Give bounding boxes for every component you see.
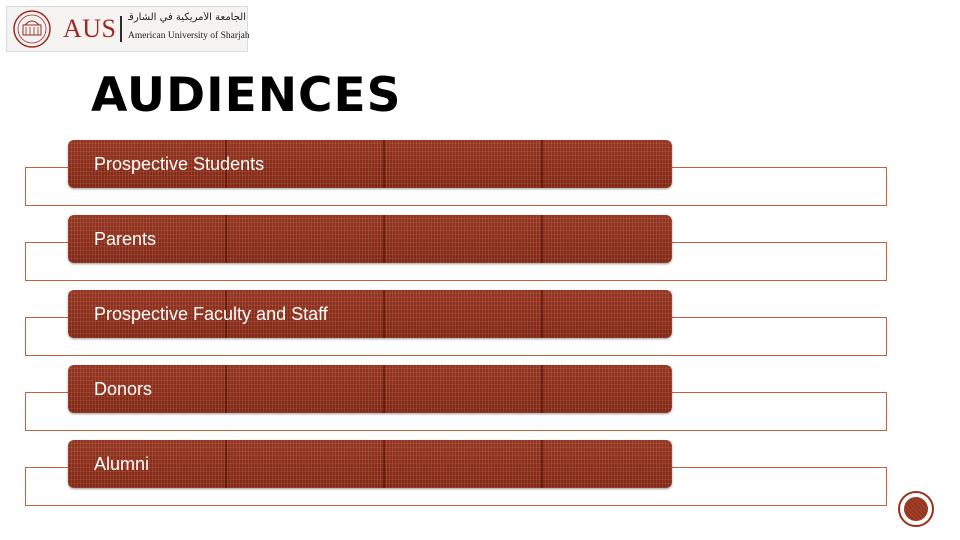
bar-divider xyxy=(541,440,543,488)
bar-divider xyxy=(225,440,227,488)
bar-divider xyxy=(225,140,227,188)
bar-divider xyxy=(541,290,543,338)
logo-divider xyxy=(120,16,122,42)
slide-number-badge xyxy=(898,491,934,527)
logo-abbreviation: AUS xyxy=(63,14,117,43)
bar-divider xyxy=(383,290,385,338)
aus-logo: AUS الجامعة الأمريكية في الشارقة America… xyxy=(6,6,250,52)
logo-arabic-name: الجامعة الأمريكية في الشارقة xyxy=(128,12,246,23)
audience-item: Prospective Faculty and Staff xyxy=(68,290,672,338)
bar-divider xyxy=(225,290,227,338)
bar-divider xyxy=(225,365,227,413)
bar-divider xyxy=(383,365,385,413)
slide-title: AUDIENCES xyxy=(91,68,402,123)
audience-label: Alumni xyxy=(94,454,150,474)
audience-item: Parents xyxy=(68,215,672,263)
bar-divider xyxy=(383,440,385,488)
logo-english-name: American University of Sharjah xyxy=(128,31,250,41)
bar-divider xyxy=(383,140,385,188)
audience-item: Donors xyxy=(68,365,672,413)
audience-item: Alumni xyxy=(68,440,672,488)
university-seal-icon xyxy=(13,10,51,48)
bar-divider xyxy=(383,215,385,263)
audience-label: Parents xyxy=(94,229,157,249)
bar-divider xyxy=(541,140,543,188)
bar-divider xyxy=(225,215,227,263)
audience-label: Prospective Students xyxy=(94,154,265,174)
bar-divider xyxy=(541,215,543,263)
badge-fill xyxy=(904,497,928,521)
bar-divider xyxy=(541,365,543,413)
audience-item: Prospective Students xyxy=(68,140,672,188)
audience-label: Prospective Faculty and Staff xyxy=(94,304,328,324)
audience-label: Donors xyxy=(94,379,153,399)
